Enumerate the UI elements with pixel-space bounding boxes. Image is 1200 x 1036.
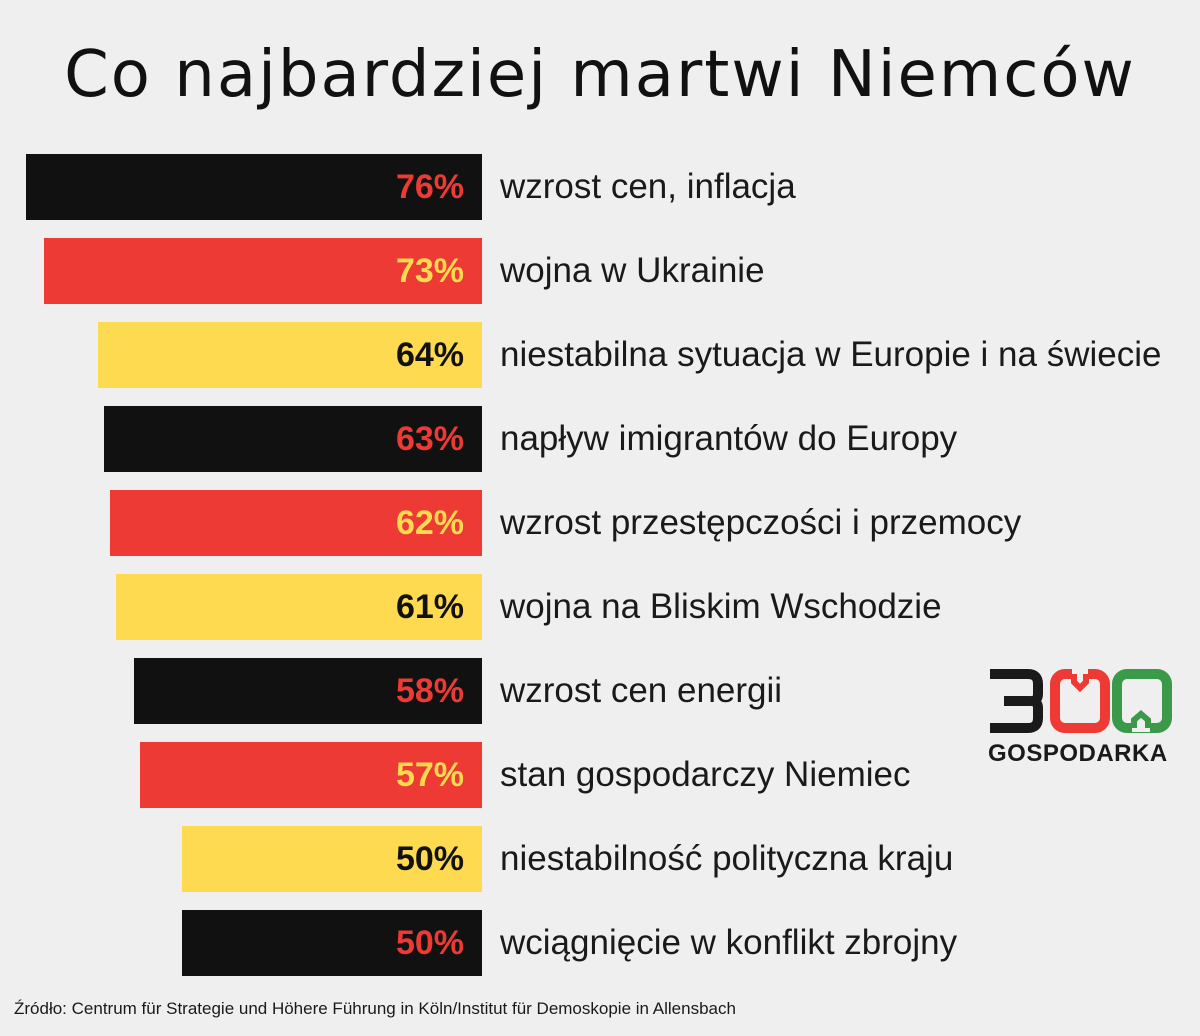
bar-3	[98, 322, 482, 388]
bar-9	[182, 826, 482, 892]
logo: GOSPODARKA	[986, 668, 1172, 772]
bar-value-label: 57%	[395, 756, 464, 794]
bar-1	[26, 154, 482, 220]
logo-300-icon	[990, 668, 1172, 733]
bar-6	[116, 574, 482, 640]
source-note: Źródło: Centrum für Strategie und Höhere…	[14, 999, 736, 1018]
category-label: wzrost przestępczości i przemocy	[500, 503, 1022, 542]
chart-title: Co najbardziej martwi Niemców	[64, 38, 1136, 112]
category-label: wojna w Ukrainie	[500, 251, 765, 290]
bar-value-label: 50%	[395, 924, 464, 962]
category-label: stan gospodarczy Niemiec	[500, 755, 911, 794]
bar-value-label: 61%	[395, 588, 464, 626]
category-label: niestabilność polityczna kraju	[500, 839, 954, 878]
category-label: wzrost cen, inflacja	[500, 167, 796, 206]
bar-4	[104, 406, 482, 472]
bar-value-label: 64%	[395, 336, 464, 374]
bar-5	[110, 490, 482, 556]
bar-8	[140, 742, 482, 808]
category-label: niestabilna sytuacja w Europie i na świe…	[500, 335, 1162, 374]
category-label: wciągnięcie w konflikt zbrojny	[500, 923, 958, 962]
bar-2	[44, 238, 482, 304]
bar-7	[134, 658, 482, 724]
bar-value-label: 76%	[395, 168, 464, 206]
bar-value-label: 73%	[395, 252, 464, 290]
bar-value-label: 58%	[395, 672, 464, 710]
category-label: napływ imigrantów do Europy	[500, 419, 958, 458]
category-label: wzrost cen energii	[500, 671, 783, 710]
bar-value-label: 50%	[395, 840, 464, 878]
bar-value-label: 63%	[395, 420, 464, 458]
category-label: wojna na Bliskim Wschodzie	[500, 587, 942, 626]
bar-10	[182, 910, 482, 976]
logo-wordmark: GOSPODARKA	[988, 740, 1168, 767]
bar-value-label: 62%	[395, 504, 464, 542]
